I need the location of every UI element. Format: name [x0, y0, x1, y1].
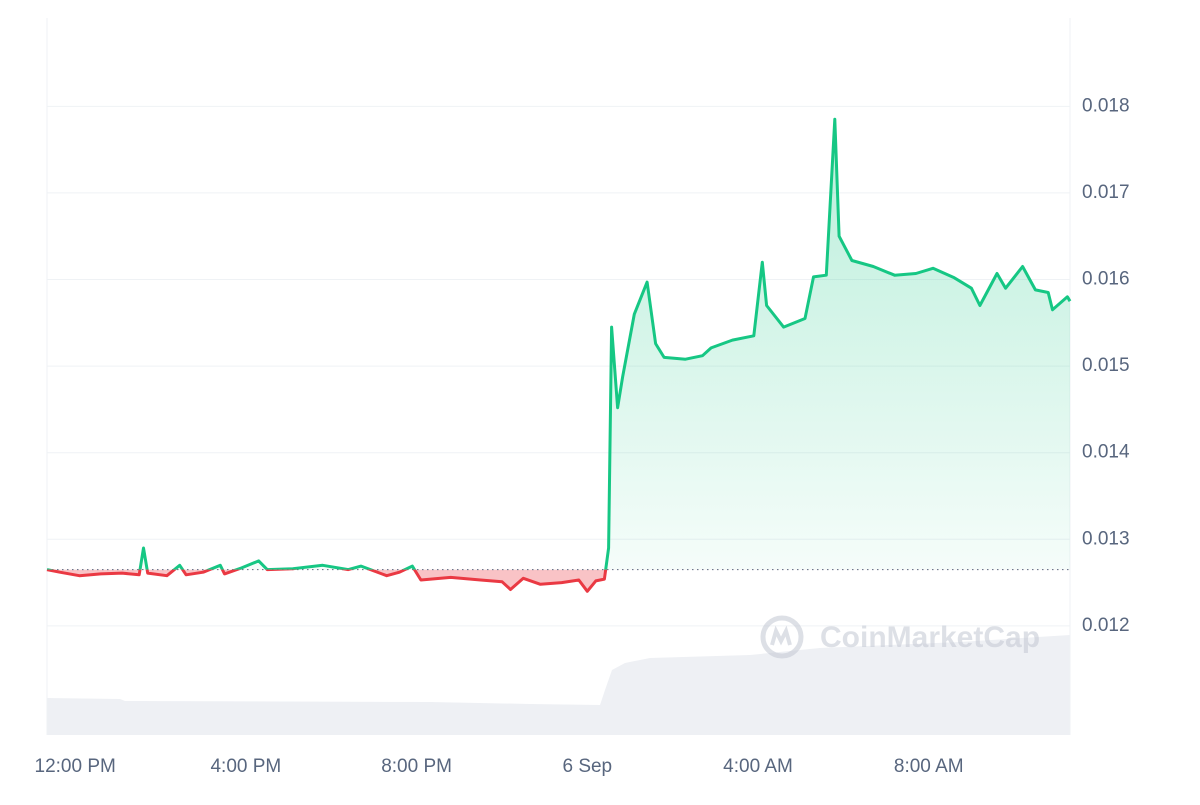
x-tick-label: 4:00 AM	[723, 756, 793, 777]
x-tick-label: 12:00 PM	[35, 756, 116, 777]
y-tick-label: 0.014	[1082, 442, 1130, 463]
y-tick-label: 0.012	[1082, 615, 1130, 636]
y-tick-label: 0.018	[1082, 95, 1130, 116]
y-tick-label: 0.013	[1082, 528, 1130, 549]
watermark-text: CoinMarketCap	[820, 621, 1040, 654]
x-tick-label: 6 Sep	[562, 756, 612, 777]
area-up	[47, 119, 1070, 570]
volume-background	[47, 635, 1070, 735]
price-line-up	[46, 117, 1072, 570]
x-tick-label: 4:00 PM	[210, 756, 281, 777]
y-tick-label: 0.016	[1082, 269, 1130, 290]
x-tick-label: 8:00 AM	[894, 756, 964, 777]
area-down	[47, 569, 606, 592]
x-tick-label: 8:00 PM	[381, 756, 452, 777]
watermark: CoinMarketCap	[760, 615, 1040, 659]
y-tick-label: 0.017	[1082, 182, 1130, 203]
y-tick-label: 0.015	[1082, 355, 1130, 376]
